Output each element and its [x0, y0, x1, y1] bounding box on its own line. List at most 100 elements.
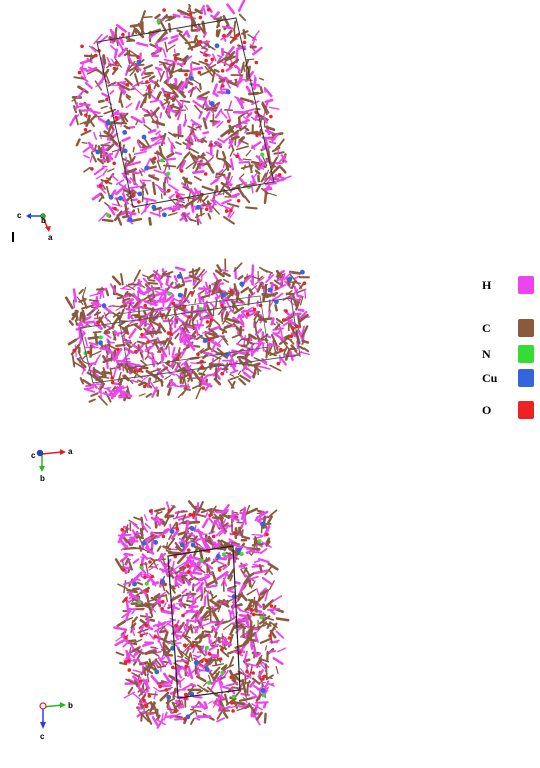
bond [236, 521, 245, 524]
atom [146, 340, 150, 344]
bond [238, 13, 247, 22]
bond [65, 296, 74, 310]
bond [197, 700, 207, 710]
atom [267, 287, 273, 293]
atom [144, 165, 150, 171]
atom [220, 69, 225, 73]
bond [167, 212, 178, 217]
bond [300, 325, 306, 336]
bond [103, 312, 109, 322]
bond [132, 675, 142, 685]
bond [162, 190, 169, 194]
bond [82, 287, 87, 298]
bond [237, 187, 246, 198]
bond [190, 329, 198, 339]
bond [72, 288, 77, 303]
bond [219, 60, 231, 67]
bond [253, 320, 258, 334]
bond [196, 565, 206, 574]
axis-label-a: a [68, 447, 73, 456]
atom [179, 169, 184, 173]
bond [196, 689, 204, 695]
bond [131, 343, 144, 353]
bond [154, 625, 164, 633]
atom [145, 589, 149, 593]
bond [120, 545, 129, 551]
bond [248, 333, 257, 340]
bond [176, 108, 183, 121]
bond [72, 302, 76, 309]
atom [232, 37, 236, 41]
bond [112, 349, 117, 359]
bond [269, 621, 278, 629]
bond [121, 332, 127, 338]
bond [296, 294, 304, 299]
bond [222, 15, 230, 27]
bond [79, 315, 92, 324]
bond [187, 665, 194, 680]
atom [121, 32, 125, 37]
bond [207, 535, 212, 545]
bond [212, 11, 220, 20]
atom [269, 114, 273, 119]
bond [240, 286, 250, 294]
bond [133, 86, 143, 96]
bond [118, 308, 125, 321]
bond [92, 367, 96, 378]
bond [236, 76, 242, 88]
bond [153, 380, 160, 384]
bond [211, 279, 219, 293]
bond [241, 609, 250, 614]
bond [202, 351, 213, 355]
bond [158, 629, 167, 634]
bond [103, 108, 117, 115]
bond [181, 182, 191, 191]
atom [86, 350, 91, 355]
bond [142, 666, 147, 677]
bond [110, 58, 117, 67]
bond [160, 134, 167, 138]
bond [156, 599, 161, 604]
bond [229, 574, 234, 582]
atom [148, 560, 152, 564]
bond [144, 546, 155, 555]
atom [220, 303, 224, 308]
bond [181, 99, 185, 106]
bond [88, 45, 97, 53]
atom [217, 568, 222, 572]
atom [104, 179, 109, 184]
bond [117, 359, 131, 364]
bond [189, 341, 195, 348]
bond [284, 315, 294, 322]
bond [98, 99, 105, 103]
bond [239, 374, 251, 383]
bond [197, 684, 209, 693]
bond [158, 60, 172, 66]
bond [107, 205, 116, 216]
atom [200, 659, 204, 663]
bond [216, 570, 229, 581]
bond [191, 383, 203, 390]
bond [131, 607, 137, 615]
bond [137, 305, 141, 316]
bond [174, 717, 186, 721]
bond [245, 85, 252, 93]
bond [121, 390, 133, 398]
bond [245, 568, 251, 577]
atom [167, 508, 171, 513]
atom [214, 43, 220, 49]
atom [134, 349, 138, 354]
bond [100, 105, 108, 110]
bond [139, 321, 153, 326]
bond [221, 327, 226, 335]
bond [237, 0, 246, 12]
atom [173, 57, 178, 61]
bond [96, 157, 105, 165]
bond [215, 529, 223, 537]
bond [195, 387, 202, 400]
bond [183, 377, 188, 389]
atom [147, 694, 152, 698]
atom [96, 320, 100, 325]
bond [144, 649, 157, 655]
